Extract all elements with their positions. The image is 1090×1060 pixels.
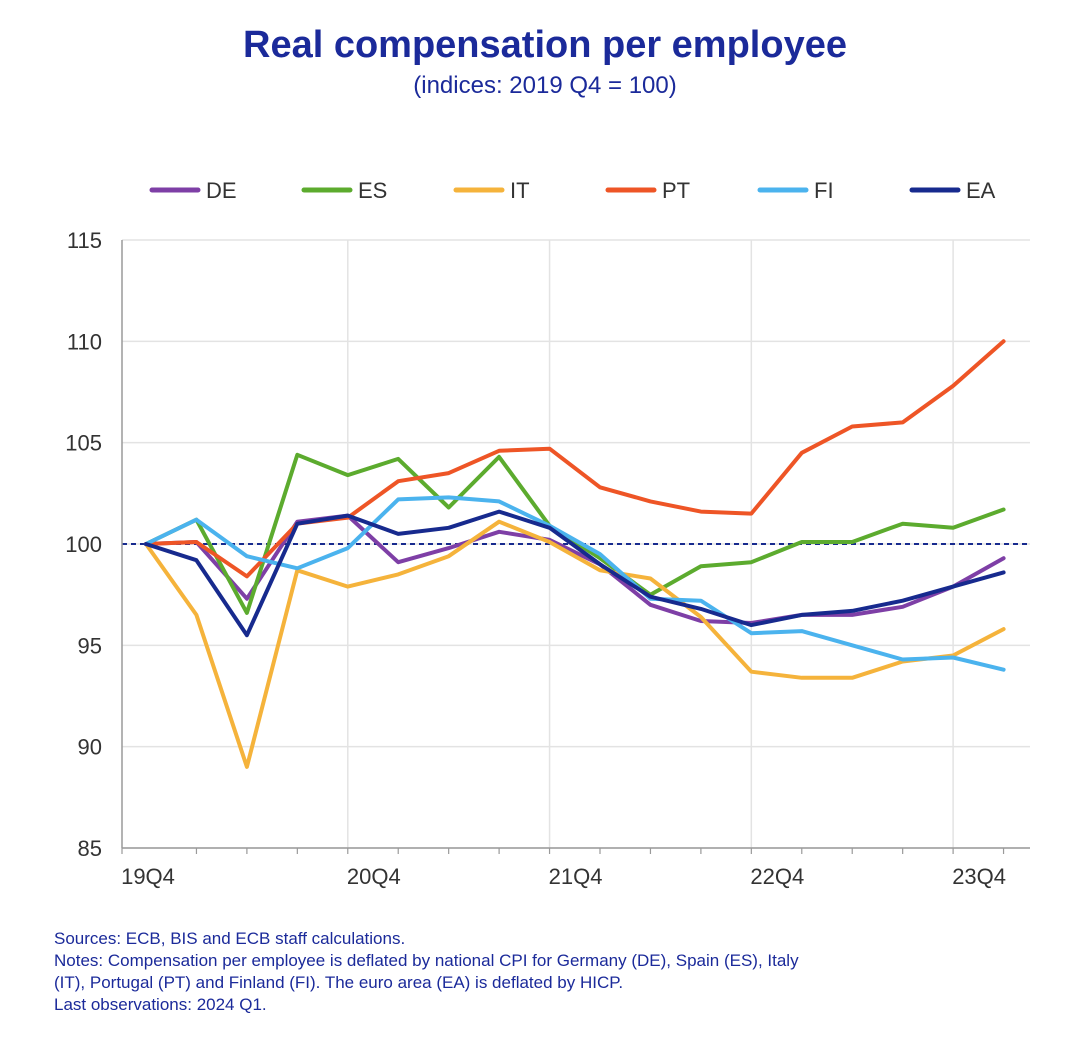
y-tick-label: 95 (78, 633, 102, 658)
notes-line-1: Notes: Compensation per employee is defl… (54, 951, 799, 970)
x-tick-label: 20Q4 (347, 864, 401, 889)
series-lines (144, 339, 1006, 769)
x-tick-label: 19Q4 (121, 864, 175, 889)
y-tick-label: 105 (65, 431, 102, 456)
x-tick-label: 22Q4 (750, 864, 804, 889)
last-observation-note: Last observations: 2024 Q1. (54, 995, 267, 1014)
y-tick-label: 115 (67, 228, 102, 253)
series-line-es (144, 452, 1006, 615)
series-line-it (144, 519, 1006, 769)
y-tick-label: 85 (78, 836, 102, 861)
y-tick-label: 90 (78, 735, 102, 760)
series-line-pt (144, 339, 1006, 579)
series-line-fi (144, 495, 1006, 672)
y-tick-label: 100 (65, 532, 102, 557)
chart-title: Real compensation per employee (243, 24, 847, 66)
legend-label-ea: EA (966, 178, 996, 203)
legend-label-fi: FI (814, 178, 834, 203)
series-line-ea (144, 509, 1006, 638)
x-tick-label: 23Q4 (952, 864, 1006, 889)
legend: DE ES IT PT FI EA (149, 178, 996, 203)
axes: 85 90 95 100 105 110 115 19Q4 20Q4 21Q4 22Q4 23Q4 (65, 228, 1030, 889)
legend-label-es: ES (358, 178, 387, 203)
notes-line-2: (IT), Portugal (PT) and Finland (FI). Th… (54, 973, 624, 992)
footnotes: Sources: ECB, BIS and ECB staff calculat… (54, 928, 1054, 1016)
sources-note: Sources: ECB, BIS and ECB staff calculat… (54, 929, 406, 948)
legend-label-it: IT (510, 178, 530, 203)
legend-label-pt: PT (662, 178, 690, 203)
legend-label-de: DE (206, 178, 237, 203)
y-tick-label: 110 (67, 329, 102, 354)
line-chart: DE ES IT PT FI EA 85 90 95 100 105 110 115 19Q4 20Q4 2… (65, 178, 1030, 889)
x-tick-label: 21Q4 (549, 864, 603, 889)
chart-subtitle: (indices: 2019 Q4 = 100) (413, 72, 677, 99)
